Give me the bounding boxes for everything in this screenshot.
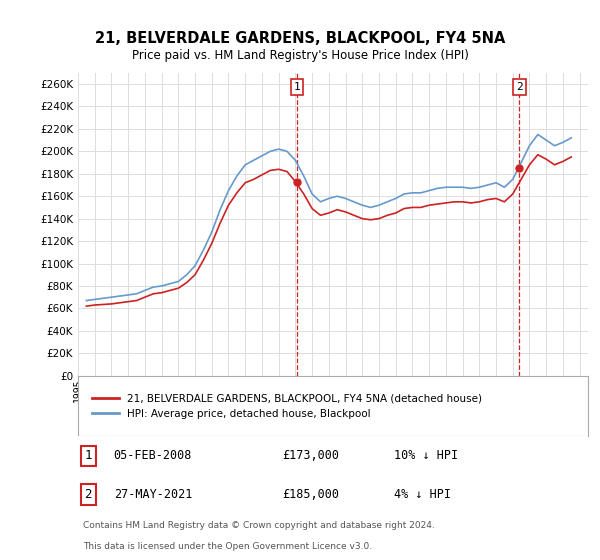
Text: Price paid vs. HM Land Registry's House Price Index (HPI): Price paid vs. HM Land Registry's House … [131,49,469,62]
Legend: 21, BELVERDALE GARDENS, BLACKPOOL, FY4 5NA (detached house), HPI: Average price,: 21, BELVERDALE GARDENS, BLACKPOOL, FY4 5… [88,389,486,423]
Text: 2: 2 [516,82,523,92]
Text: 10% ↓ HPI: 10% ↓ HPI [394,449,458,462]
Text: 2: 2 [85,488,92,501]
Text: £173,000: £173,000 [282,449,339,462]
Text: £185,000: £185,000 [282,488,339,501]
Text: 05-FEB-2008: 05-FEB-2008 [114,449,192,462]
Text: Contains HM Land Registry data © Crown copyright and database right 2024.: Contains HM Land Registry data © Crown c… [83,521,435,530]
Text: 4% ↓ HPI: 4% ↓ HPI [394,488,451,501]
Text: 1: 1 [85,449,92,462]
Text: This data is licensed under the Open Government Licence v3.0.: This data is licensed under the Open Gov… [83,542,372,551]
Text: 27-MAY-2021: 27-MAY-2021 [114,488,192,501]
Text: 1: 1 [293,82,301,92]
Text: 21, BELVERDALE GARDENS, BLACKPOOL, FY4 5NA: 21, BELVERDALE GARDENS, BLACKPOOL, FY4 5… [95,31,505,46]
